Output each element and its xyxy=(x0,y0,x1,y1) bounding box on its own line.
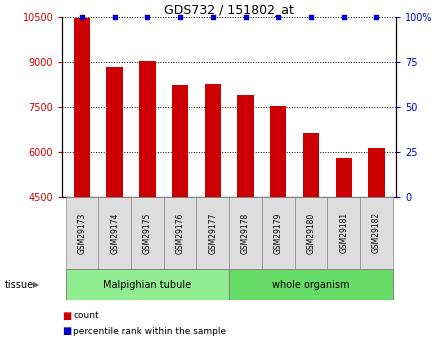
Text: count: count xyxy=(73,311,99,320)
Text: GSM29178: GSM29178 xyxy=(241,212,250,254)
Point xyxy=(275,14,282,20)
Text: GSM29173: GSM29173 xyxy=(77,212,86,254)
Bar xyxy=(237,95,254,331)
Bar xyxy=(368,148,384,331)
Point xyxy=(242,14,249,20)
Point xyxy=(144,14,151,20)
Text: ■: ■ xyxy=(62,326,72,336)
Bar xyxy=(229,269,393,300)
Bar xyxy=(262,197,295,269)
Bar xyxy=(74,18,90,331)
Bar xyxy=(205,84,221,331)
Point xyxy=(373,14,380,20)
Text: ■: ■ xyxy=(62,311,72,321)
Text: GSM29177: GSM29177 xyxy=(208,212,217,254)
Bar xyxy=(229,197,262,269)
Point xyxy=(340,14,347,20)
Text: GSM29180: GSM29180 xyxy=(307,212,316,254)
Point xyxy=(177,14,184,20)
Bar xyxy=(106,68,123,331)
Bar xyxy=(270,106,287,331)
Point xyxy=(78,14,85,20)
Text: GSM29179: GSM29179 xyxy=(274,212,283,254)
Bar xyxy=(164,197,196,269)
Bar xyxy=(139,61,156,331)
Point xyxy=(307,14,315,20)
Bar xyxy=(196,197,229,269)
Bar xyxy=(328,197,360,269)
Point xyxy=(111,14,118,20)
Bar xyxy=(303,133,319,331)
Bar xyxy=(360,197,393,269)
Point xyxy=(209,14,216,20)
Text: GSM29175: GSM29175 xyxy=(143,212,152,254)
Text: ▶: ▶ xyxy=(33,280,40,289)
Text: percentile rank within the sample: percentile rank within the sample xyxy=(73,327,227,336)
Text: GSM29174: GSM29174 xyxy=(110,212,119,254)
Bar xyxy=(131,197,164,269)
Title: GDS732 / 151802_at: GDS732 / 151802_at xyxy=(164,3,294,16)
Text: whole organism: whole organism xyxy=(272,280,350,289)
Bar xyxy=(65,269,229,300)
Text: tissue: tissue xyxy=(4,280,33,289)
Bar xyxy=(65,197,98,269)
Bar xyxy=(172,86,188,331)
Text: GSM29181: GSM29181 xyxy=(339,212,348,254)
Text: GSM29176: GSM29176 xyxy=(176,212,185,254)
Bar xyxy=(295,197,328,269)
Text: GSM29182: GSM29182 xyxy=(372,212,381,254)
Bar xyxy=(336,158,352,331)
Text: Malpighian tubule: Malpighian tubule xyxy=(103,280,191,289)
Bar xyxy=(98,197,131,269)
